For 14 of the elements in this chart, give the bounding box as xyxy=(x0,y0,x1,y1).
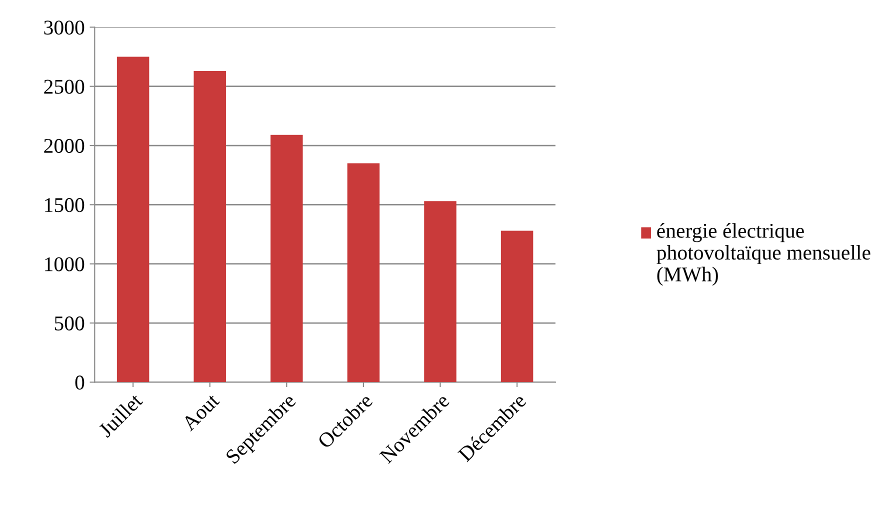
bar xyxy=(500,230,534,382)
bar xyxy=(116,56,150,382)
bar xyxy=(270,134,303,382)
bar xyxy=(347,163,380,382)
y-tick-label: 3000 xyxy=(44,20,84,35)
y-tick-label: 1500 xyxy=(45,198,84,212)
y-tick-label: 2000 xyxy=(44,138,84,153)
y-tick-label: 0 xyxy=(75,376,84,390)
bar xyxy=(194,70,226,382)
y-tick-label: 1000 xyxy=(45,257,84,272)
y-tick-label: 2500 xyxy=(44,80,84,94)
legend-label: énergie électrique photovoltaïque mensuelle (MWh) xyxy=(656,223,870,286)
bar xyxy=(424,201,456,382)
y-tick-label: 500 xyxy=(54,316,84,330)
